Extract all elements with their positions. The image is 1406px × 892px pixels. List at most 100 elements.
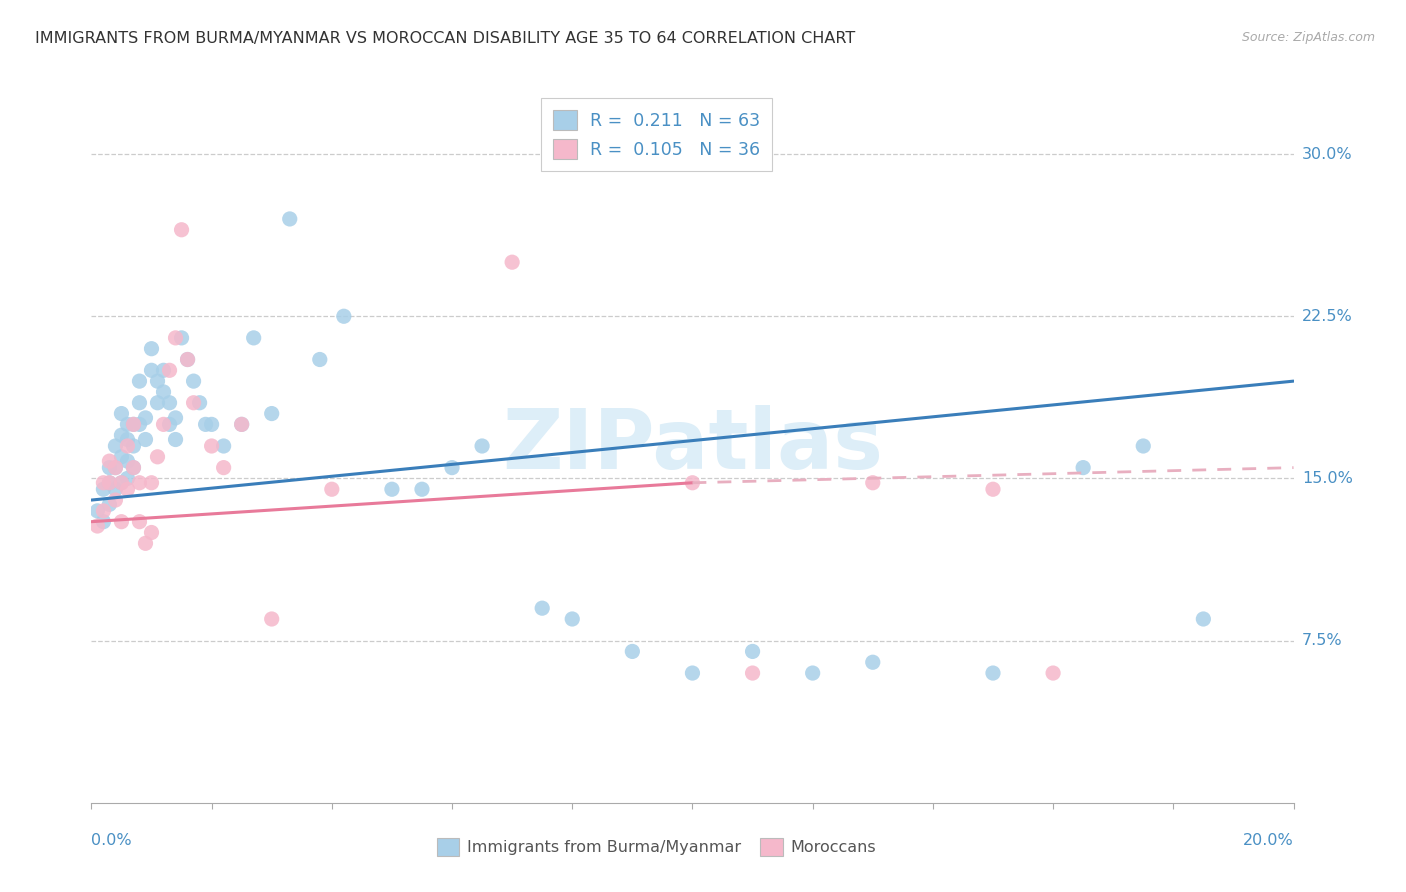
Point [152,417,174,432]
Point [110,428,132,442]
Point [128,417,150,432]
Point [134,536,156,550]
Point [165,331,187,345]
Point [141,525,163,540]
Point [801,666,824,681]
Point [561,612,583,626]
Point [104,439,127,453]
Point [183,374,205,388]
Point [98,475,121,490]
Point [183,396,205,410]
Point [122,460,145,475]
Text: 30.0%: 30.0% [1302,146,1353,161]
Point [165,410,187,425]
Point [1042,666,1064,681]
Point [201,439,224,453]
Text: 7.5%: 7.5% [1302,633,1343,648]
Point [122,417,145,432]
Point [862,655,884,669]
Point [117,439,139,453]
Point [170,223,193,237]
Point [231,417,253,432]
Point [110,407,132,421]
Point [440,460,463,475]
Point [862,475,884,490]
Point [93,504,115,518]
Point [117,482,139,496]
Point [242,331,264,345]
Point [128,396,150,410]
Point [117,454,139,468]
Point [110,475,132,490]
Point [1132,439,1154,453]
Point [159,417,181,432]
Point [308,352,330,367]
Point [122,439,145,453]
Point [98,460,121,475]
Point [93,475,115,490]
Legend: Immigrants from Burma/Myanmar, Moroccans: Immigrants from Burma/Myanmar, Moroccans [430,831,883,863]
Point [212,460,235,475]
Point [333,310,356,324]
Point [122,460,145,475]
Point [98,475,121,490]
Point [104,482,127,496]
Point [231,417,253,432]
Point [159,363,181,377]
Point [93,515,115,529]
Point [134,410,156,425]
Point [201,417,224,432]
Point [411,482,433,496]
Point [188,396,211,410]
Text: IMMIGRANTS FROM BURMA/MYANMAR VS MOROCCAN DISABILITY AGE 35 TO 64 CORRELATION CH: IMMIGRANTS FROM BURMA/MYANMAR VS MOROCCA… [35,31,855,46]
Text: 20.0%: 20.0% [1243,833,1294,848]
Point [260,407,283,421]
Point [212,439,235,453]
Point [141,475,163,490]
Point [110,515,132,529]
Point [146,396,169,410]
Point [531,601,554,615]
Point [681,475,703,490]
Point [981,482,1004,496]
Text: 15.0%: 15.0% [1302,471,1353,486]
Point [170,331,193,345]
Point [381,482,404,496]
Point [117,417,139,432]
Point [117,433,139,447]
Text: Source: ZipAtlas.com: Source: ZipAtlas.com [1241,31,1375,45]
Point [681,666,703,681]
Point [260,612,283,626]
Point [86,504,108,518]
Point [159,396,181,410]
Point [104,493,127,508]
Point [128,374,150,388]
Point [141,342,163,356]
Point [981,666,1004,681]
Point [176,352,198,367]
Point [501,255,523,269]
Point [1192,612,1215,626]
Point [471,439,494,453]
Point [104,460,127,475]
Point [278,211,301,226]
Point [98,454,121,468]
Point [110,450,132,464]
Point [117,471,139,485]
Point [176,352,198,367]
Point [741,666,763,681]
Point [128,475,150,490]
Point [98,497,121,511]
Point [93,482,115,496]
Point [321,482,343,496]
Point [165,433,187,447]
Text: 22.5%: 22.5% [1302,309,1353,324]
Point [146,450,169,464]
Point [146,374,169,388]
Text: 0.0%: 0.0% [91,833,132,848]
Point [1071,460,1094,475]
Point [141,363,163,377]
Text: ZIPatlas: ZIPatlas [502,406,883,486]
Point [134,433,156,447]
Point [110,475,132,490]
